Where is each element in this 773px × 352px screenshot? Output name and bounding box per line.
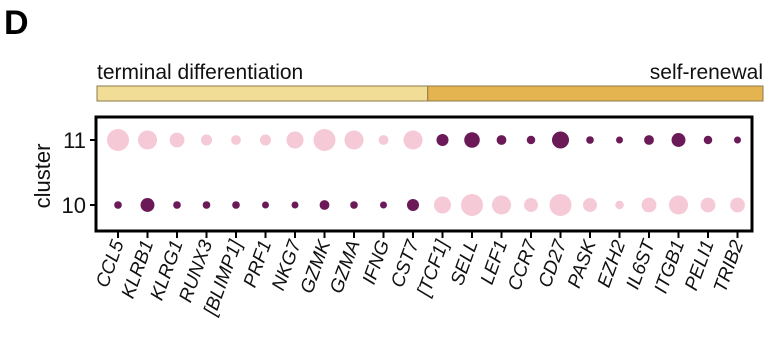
dot-11-EZH2 (616, 136, 623, 144)
dot-11-IL6ST (644, 135, 654, 145)
dot-11-[TCF1] (436, 133, 449, 147)
dot-11-GZMK (313, 129, 336, 151)
group-bar-1 (427, 85, 764, 102)
dot-10-NKG7 (291, 201, 299, 209)
plot-frame (94, 115, 754, 233)
dot-11-CST7 (403, 130, 423, 150)
dot-11-GZMA (344, 130, 364, 150)
x-tick-labels: CCL5KLRB1KLRG1RUNX3[BLIMP1]PRF1NKG7GZMKG… (92, 231, 748, 319)
dot-10-CD27 (549, 194, 572, 216)
dot-11-CCR7 (526, 135, 536, 145)
group-label-1: self-renewal (650, 61, 763, 84)
dot-10-KLRB1 (140, 198, 155, 212)
dot-10-TRIB2 (730, 197, 745, 213)
dot-11-ITGB1 (671, 133, 686, 147)
dot-11-KLRG1 (169, 132, 185, 148)
dot-10-SELL (461, 194, 483, 216)
dot-11-RUNX3 (201, 134, 212, 146)
group-label-0: terminal differentiation (97, 61, 303, 84)
panel-label: D (4, 4, 29, 42)
dot-10-CCL5 (114, 201, 122, 209)
dot-11-NKG7 (286, 131, 304, 149)
dot-11-TRIB2 (734, 136, 741, 144)
dot-11-[BLIMP1] (231, 135, 241, 145)
dot-10-[TCF1] (433, 196, 452, 214)
y-tick-label-11: 11 (63, 128, 86, 153)
dot-10-PELI1 (700, 197, 716, 213)
dot-11-LEF1 (496, 135, 507, 145)
dot-11-PASK (586, 136, 594, 144)
dot-11-IFNG (378, 135, 389, 145)
dot-11-CD27 (551, 131, 570, 149)
dot-10-KLRG1 (173, 201, 181, 209)
group-bar-0 (96, 85, 429, 102)
dot-10-RUNX3 (202, 201, 211, 209)
dot-11-PRF1 (260, 134, 271, 146)
dot-11-PELI1 (703, 135, 713, 145)
dot-10-ITGB1 (668, 195, 689, 215)
dot-11-KLRB1 (137, 130, 158, 150)
dot-10-IFNG (380, 201, 387, 209)
dot-10-PASK (583, 198, 597, 212)
dots (107, 129, 745, 216)
dot-10-PRF1 (262, 201, 269, 209)
dot-10-EZH2 (615, 200, 624, 210)
y-axis-label: cluster (30, 144, 55, 209)
dot-10-IL6ST (641, 197, 657, 213)
dot-10-GZMA (350, 201, 358, 209)
dot-11-SELL (464, 132, 480, 148)
dot-10-CCR7 (524, 198, 538, 212)
dot-10-CST7 (406, 198, 420, 212)
group-bars: terminal differentiation self-renewal (96, 61, 764, 102)
dot-10-[BLIMP1] (232, 201, 240, 209)
dot-11-CCL5 (107, 129, 129, 151)
y-tick-label-10: 10 (62, 193, 86, 218)
dot-10-GZMK (319, 200, 330, 210)
y-ticks: 11 10 (62, 128, 96, 218)
dot-10-LEF1 (491, 195, 512, 215)
